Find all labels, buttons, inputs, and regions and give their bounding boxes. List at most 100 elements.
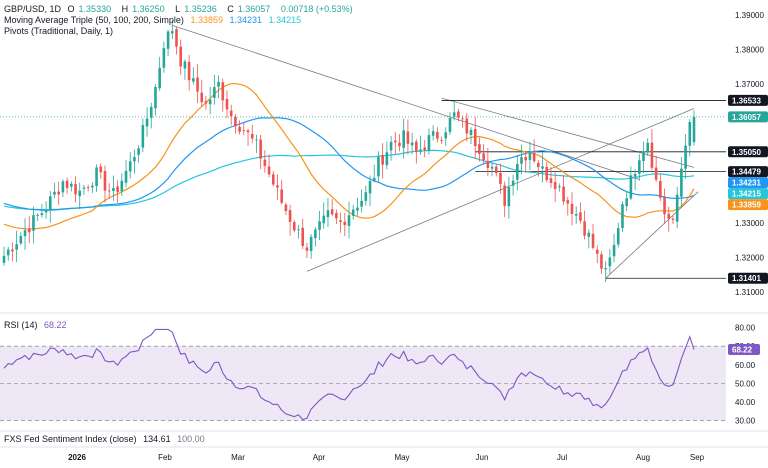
trendline-channel <box>605 191 699 279</box>
candle-up <box>19 235 23 244</box>
candle-up <box>541 166 544 169</box>
candle-down <box>600 254 603 269</box>
candle-down <box>579 212 582 221</box>
price-tick-label: 1.38000 <box>735 46 764 55</box>
candle-up <box>684 145 687 169</box>
candle-up <box>608 257 612 267</box>
candle-down <box>494 166 498 174</box>
candle-down <box>27 228 31 233</box>
rsi-label-box <box>728 343 760 355</box>
rsi-legend[interactable]: RSI (14) 68.22 <box>4 320 71 331</box>
candle-up <box>6 249 10 256</box>
candle-up <box>574 213 578 216</box>
candle-up <box>515 163 519 180</box>
candle-down <box>671 218 675 220</box>
candle-up <box>680 168 683 197</box>
price-label-text: 1.31401 <box>732 274 761 283</box>
candle-up <box>419 149 422 152</box>
candle-down <box>284 204 288 212</box>
candle-down <box>179 46 183 67</box>
price-tick-label: 1.33000 <box>735 219 764 228</box>
rsi-value: 68.22 <box>44 320 67 330</box>
candle-down <box>482 153 485 161</box>
candle-up <box>642 151 645 162</box>
candle-up <box>385 152 389 166</box>
rsi-label: RSI (14) <box>4 320 38 330</box>
x-tick-label: Sep <box>690 453 705 462</box>
price-label-box <box>728 199 768 211</box>
pivots-legend[interactable]: Pivots (Traditional, Daily, 1) <box>4 26 117 37</box>
candle-up <box>402 130 405 148</box>
candle-up <box>128 161 132 172</box>
grid <box>0 345 726 421</box>
candle-up <box>629 175 633 199</box>
candle-up <box>133 156 136 162</box>
candle-down <box>330 209 334 215</box>
price-label-text: 1.34479 <box>732 168 761 177</box>
candle-up <box>431 131 435 136</box>
rsi-tick-label: 40.00 <box>735 398 756 407</box>
candle-up <box>452 112 456 117</box>
candle-down <box>532 152 536 162</box>
candle-up <box>604 268 607 270</box>
candle-down <box>549 178 553 184</box>
candle-up <box>124 170 128 183</box>
chart-background <box>0 312 768 448</box>
candle-up <box>410 142 414 146</box>
ma100-line <box>3 117 695 211</box>
candle-up <box>356 207 359 211</box>
candle-up <box>255 139 258 141</box>
rsi-label-text: 68.22 <box>732 345 753 354</box>
candle-down <box>225 98 229 110</box>
ma-title: Moving Average Triple (50, 100, 200, Sim… <box>4 15 184 25</box>
candle-up <box>70 183 73 187</box>
candle-up <box>145 118 149 127</box>
candle-down <box>293 222 296 231</box>
low-value: 1.35236 <box>184 4 217 14</box>
candle-up <box>528 152 532 160</box>
candle-up <box>326 210 330 218</box>
candle-down <box>11 249 14 252</box>
candle-up <box>688 122 692 146</box>
price-tick-label: 1.31000 <box>735 288 764 297</box>
candle-down <box>381 154 384 165</box>
candle-up <box>507 187 511 207</box>
candle-up <box>95 167 98 187</box>
candle-up <box>372 177 376 181</box>
candle-down <box>246 130 250 133</box>
candle-up <box>646 142 650 153</box>
candle-down <box>271 174 275 185</box>
candle-up <box>318 221 321 230</box>
price-label-text: 1.34231 <box>732 179 761 188</box>
candle-down <box>301 227 305 246</box>
symbol-title[interactable]: GBP/USD, 1D <box>4 4 62 14</box>
candle-up <box>166 31 170 49</box>
candle-up <box>192 78 195 82</box>
candle-down <box>250 133 254 139</box>
sentiment-legend[interactable]: FXS Fed Sentiment Index (close) 134.61 1… <box>4 434 209 445</box>
candles[interactable] <box>2 20 696 282</box>
price-label-box <box>728 188 768 200</box>
candle-down <box>229 110 233 117</box>
candle-down <box>478 144 481 154</box>
candle-down <box>288 210 292 222</box>
symbol-legend: GBP/USD, 1D O 1.35330 H 1.36250 L 1.35236 C… <box>4 4 353 14</box>
candle-down <box>280 189 283 203</box>
candle-up <box>158 67 161 89</box>
candle-up <box>154 86 157 109</box>
candle-up <box>448 117 452 132</box>
candle-down <box>263 159 267 167</box>
candle-down <box>175 29 178 47</box>
x-tick-label: 2026 <box>68 453 86 462</box>
candle-up <box>213 87 216 98</box>
candle-down <box>339 220 342 222</box>
price-label-text: 1.34215 <box>732 190 761 199</box>
candle-up <box>360 200 363 207</box>
close-value: 1.36057 <box>237 4 271 14</box>
candle-up <box>638 160 641 174</box>
candle-up <box>44 210 48 213</box>
ma-legend[interactable]: Moving Average Triple (50, 100, 200, Sim… <box>4 15 305 26</box>
candle-up <box>612 244 616 257</box>
candle-up <box>36 215 39 216</box>
candle-down <box>343 221 347 226</box>
